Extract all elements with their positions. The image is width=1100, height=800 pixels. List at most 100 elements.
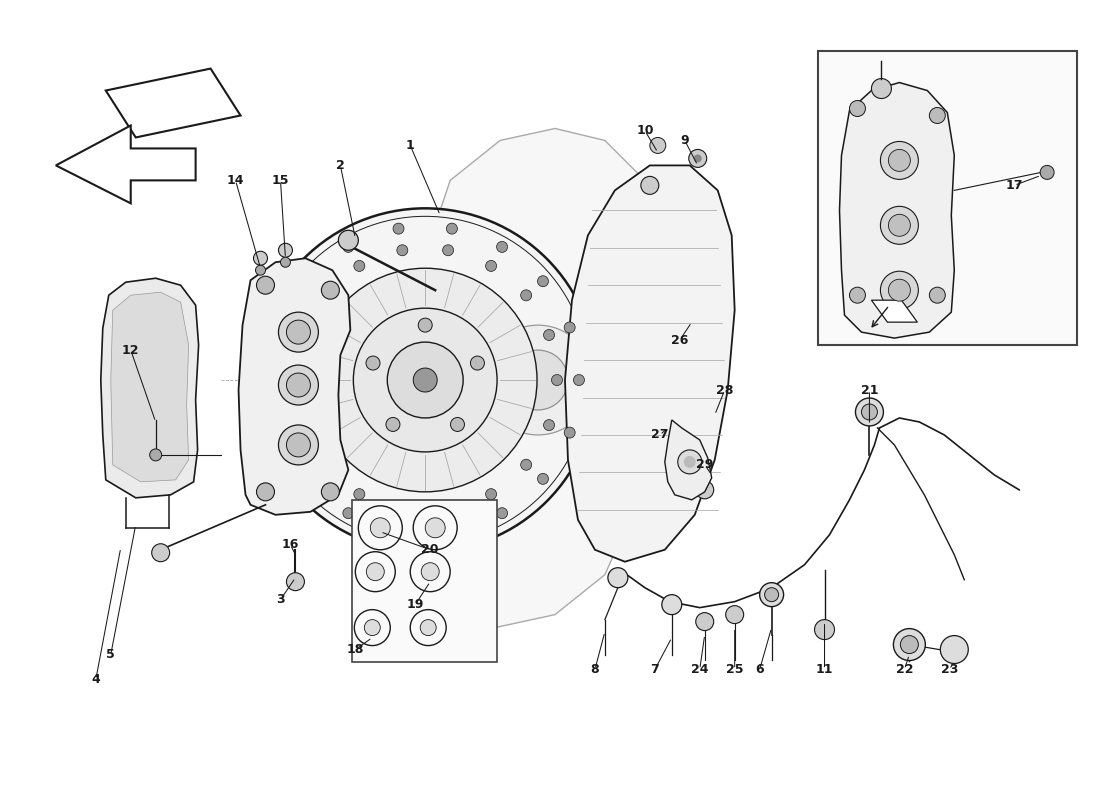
- Circle shape: [538, 276, 549, 286]
- Circle shape: [849, 101, 866, 117]
- Text: 28: 28: [716, 383, 734, 397]
- Circle shape: [889, 279, 911, 301]
- Text: 26: 26: [671, 334, 689, 346]
- Circle shape: [564, 322, 575, 333]
- Text: 4: 4: [91, 673, 100, 686]
- Text: Eurospare: Eurospare: [262, 413, 698, 487]
- Circle shape: [256, 483, 275, 501]
- Circle shape: [386, 418, 400, 431]
- Circle shape: [608, 568, 628, 588]
- Polygon shape: [664, 420, 712, 500]
- Circle shape: [442, 504, 453, 515]
- Circle shape: [678, 450, 702, 474]
- Circle shape: [447, 223, 458, 234]
- Text: 24: 24: [691, 663, 708, 676]
- Circle shape: [650, 138, 666, 154]
- Circle shape: [880, 142, 918, 179]
- Text: 3: 3: [276, 593, 285, 606]
- Circle shape: [286, 373, 310, 397]
- Circle shape: [286, 573, 305, 590]
- Circle shape: [354, 489, 365, 500]
- Circle shape: [543, 420, 554, 430]
- Circle shape: [319, 290, 330, 301]
- Circle shape: [353, 308, 497, 452]
- Circle shape: [483, 325, 593, 435]
- Text: 1: 1: [406, 139, 415, 152]
- Circle shape: [393, 223, 404, 234]
- Circle shape: [152, 544, 169, 562]
- Text: 5: 5: [107, 648, 116, 661]
- Text: 21: 21: [860, 383, 878, 397]
- Circle shape: [564, 427, 575, 438]
- Polygon shape: [839, 82, 955, 338]
- Circle shape: [520, 290, 531, 301]
- Circle shape: [343, 508, 354, 518]
- Circle shape: [543, 330, 554, 341]
- Circle shape: [354, 261, 365, 271]
- Polygon shape: [111, 292, 188, 482]
- Text: 17: 17: [1005, 179, 1023, 192]
- Text: 15: 15: [272, 174, 289, 187]
- Circle shape: [397, 504, 408, 515]
- Circle shape: [418, 318, 432, 332]
- Circle shape: [471, 356, 484, 370]
- Circle shape: [150, 449, 162, 461]
- Circle shape: [508, 350, 568, 410]
- Circle shape: [496, 508, 507, 518]
- Circle shape: [889, 150, 911, 171]
- Circle shape: [321, 282, 340, 299]
- Text: 6: 6: [756, 663, 763, 676]
- Circle shape: [940, 635, 968, 663]
- Polygon shape: [410, 129, 662, 628]
- Circle shape: [393, 526, 404, 537]
- Circle shape: [366, 562, 384, 581]
- Text: 18: 18: [346, 643, 364, 656]
- Circle shape: [371, 518, 390, 538]
- Polygon shape: [101, 278, 199, 498]
- Circle shape: [880, 271, 918, 309]
- Text: a passion for cars: a passion for cars: [350, 508, 571, 532]
- Circle shape: [397, 245, 408, 256]
- Circle shape: [302, 276, 312, 286]
- Circle shape: [278, 312, 318, 352]
- Circle shape: [414, 368, 437, 392]
- Circle shape: [256, 276, 275, 294]
- Circle shape: [319, 459, 330, 470]
- Text: 20: 20: [421, 543, 439, 556]
- Circle shape: [1041, 166, 1054, 179]
- Text: 10: 10: [636, 124, 653, 137]
- Text: 25: 25: [726, 663, 744, 676]
- Text: 16: 16: [282, 538, 299, 551]
- Circle shape: [447, 526, 458, 537]
- Circle shape: [286, 320, 310, 344]
- Circle shape: [662, 594, 682, 614]
- Text: 23: 23: [940, 663, 958, 676]
- Polygon shape: [871, 300, 917, 322]
- Circle shape: [930, 107, 945, 123]
- Circle shape: [451, 418, 464, 431]
- Circle shape: [764, 588, 779, 602]
- Text: 29: 29: [696, 458, 714, 471]
- Circle shape: [538, 474, 549, 484]
- Circle shape: [321, 483, 340, 501]
- Circle shape: [420, 620, 437, 635]
- Circle shape: [275, 322, 286, 333]
- Circle shape: [695, 481, 714, 499]
- Circle shape: [861, 404, 878, 420]
- Circle shape: [275, 427, 286, 438]
- Circle shape: [880, 206, 918, 244]
- Circle shape: [296, 330, 307, 341]
- Text: 11: 11: [816, 663, 834, 676]
- Circle shape: [286, 433, 310, 457]
- Circle shape: [339, 230, 359, 250]
- Circle shape: [856, 398, 883, 426]
- Text: 8: 8: [591, 663, 600, 676]
- Polygon shape: [565, 166, 735, 562]
- Circle shape: [302, 474, 312, 484]
- Circle shape: [551, 374, 562, 386]
- Circle shape: [889, 214, 911, 236]
- Circle shape: [814, 620, 835, 639]
- Circle shape: [253, 208, 597, 552]
- Polygon shape: [239, 258, 350, 515]
- Circle shape: [496, 242, 507, 252]
